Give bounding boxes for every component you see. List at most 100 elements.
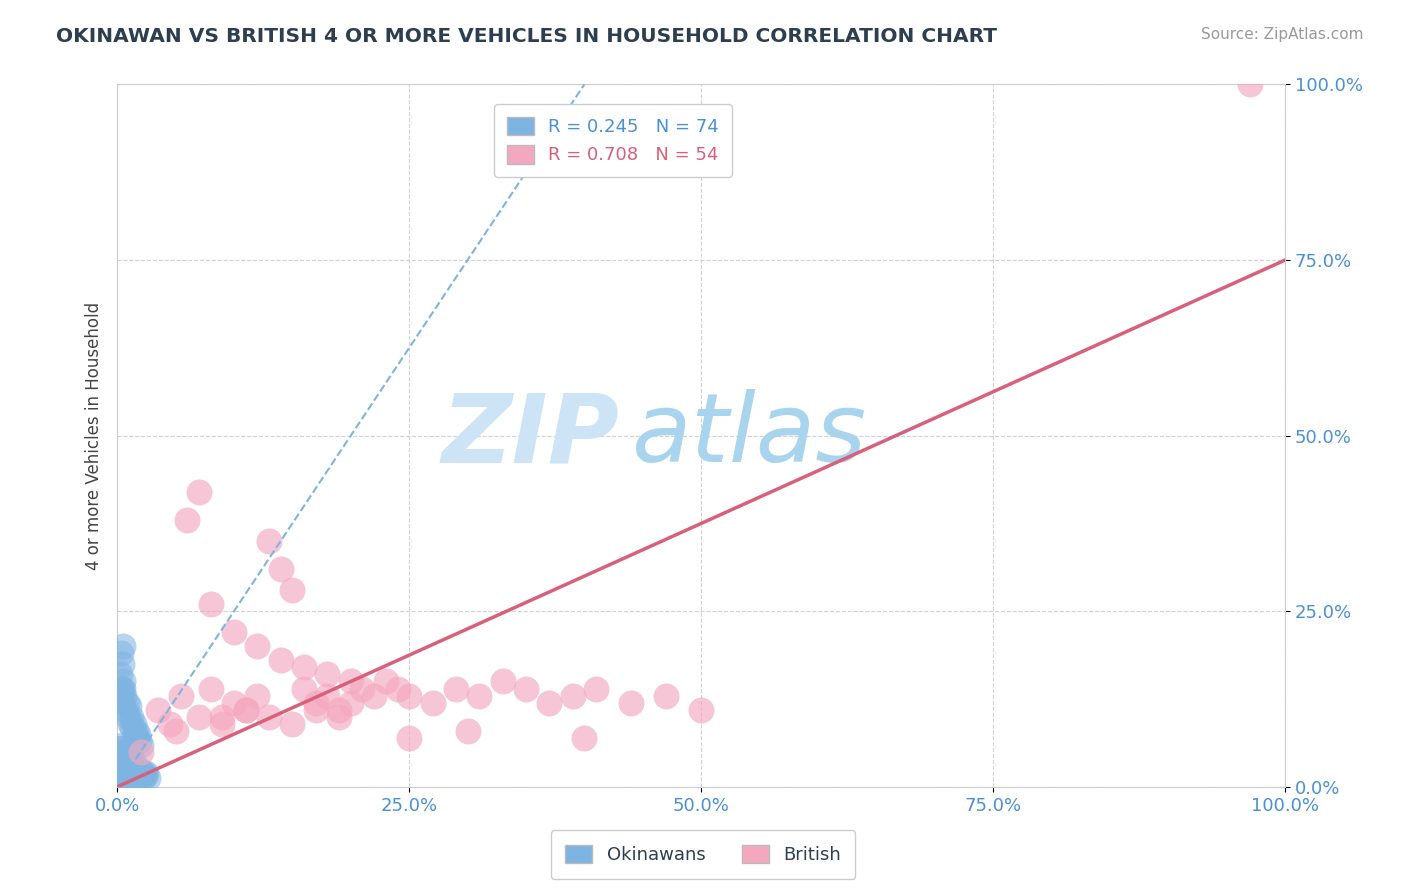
Point <box>110 646 132 660</box>
Point <box>112 640 135 654</box>
Point <box>120 709 142 723</box>
Text: OKINAWAN VS BRITISH 4 OR MORE VEHICLES IN HOUSEHOLD CORRELATION CHART: OKINAWAN VS BRITISH 4 OR MORE VEHICLES I… <box>56 27 997 45</box>
Point <box>134 769 156 783</box>
Point <box>115 765 138 780</box>
Point <box>398 689 420 703</box>
Point <box>363 689 385 703</box>
Point <box>115 696 138 710</box>
Point <box>131 768 153 782</box>
Point <box>111 657 134 671</box>
Point <box>305 696 328 710</box>
Point <box>111 696 134 710</box>
Point <box>125 723 148 738</box>
Point <box>146 702 169 716</box>
Point <box>114 745 136 759</box>
Point <box>121 758 143 772</box>
Point <box>328 702 350 716</box>
Y-axis label: 4 or more Vehicles in Household: 4 or more Vehicles in Household <box>86 301 103 570</box>
Point <box>121 720 143 734</box>
Point <box>257 534 280 549</box>
Point <box>112 741 135 756</box>
Point <box>292 660 315 674</box>
Point <box>118 767 141 781</box>
Point <box>115 769 138 783</box>
Point <box>118 769 141 783</box>
Point <box>127 762 149 776</box>
Point <box>127 727 149 741</box>
Point <box>112 762 135 776</box>
Point <box>222 625 245 640</box>
Point <box>187 709 209 723</box>
Point <box>246 640 269 654</box>
Text: Source: ZipAtlas.com: Source: ZipAtlas.com <box>1201 27 1364 42</box>
Legend: R = 0.245   N = 74, R = 0.708   N = 54: R = 0.245 N = 74, R = 0.708 N = 54 <box>494 104 731 177</box>
Point <box>112 674 135 689</box>
Point <box>235 702 257 716</box>
Point <box>118 764 141 778</box>
Point <box>114 772 136 787</box>
Point <box>281 583 304 598</box>
Point <box>122 765 145 780</box>
Point <box>585 681 607 696</box>
Point <box>110 741 132 756</box>
Point <box>122 769 145 783</box>
Point <box>211 709 233 723</box>
Point <box>316 667 339 681</box>
Point <box>117 765 139 780</box>
Point <box>118 756 141 770</box>
Point <box>111 681 134 696</box>
Point <box>200 597 222 611</box>
Point <box>491 674 513 689</box>
Point <box>1239 78 1261 92</box>
Point <box>112 762 135 776</box>
Point <box>515 681 537 696</box>
Point <box>165 723 187 738</box>
Point <box>468 689 491 703</box>
Point <box>110 769 132 783</box>
Point <box>118 699 141 714</box>
Point <box>387 681 409 696</box>
Point <box>170 689 193 703</box>
Point <box>112 767 135 781</box>
Point <box>132 765 155 780</box>
Text: atlas: atlas <box>631 389 866 483</box>
Point <box>110 685 132 699</box>
Point <box>187 484 209 499</box>
Point <box>125 731 148 745</box>
Point <box>328 709 350 723</box>
Point <box>117 771 139 785</box>
Point <box>108 667 131 681</box>
Point <box>118 716 141 731</box>
Point <box>115 748 138 763</box>
Point <box>114 767 136 781</box>
Point <box>211 716 233 731</box>
Point <box>292 681 315 696</box>
Point <box>122 716 145 731</box>
Point <box>159 716 181 731</box>
Point <box>655 689 678 703</box>
Point <box>115 765 138 780</box>
Point <box>444 681 467 696</box>
Point <box>120 752 142 766</box>
Point <box>117 752 139 766</box>
Point <box>128 734 150 748</box>
Point <box>125 769 148 783</box>
Point <box>235 702 257 716</box>
Point <box>112 681 135 696</box>
Point <box>114 702 136 716</box>
Point <box>339 674 361 689</box>
Point <box>305 702 328 716</box>
Point <box>112 764 135 779</box>
Point <box>111 765 134 780</box>
Point <box>124 766 146 780</box>
Point <box>122 756 145 770</box>
Point <box>398 731 420 745</box>
Legend: Okinawans, British: Okinawans, British <box>551 830 855 879</box>
Point <box>129 738 152 752</box>
Point <box>117 709 139 723</box>
Point <box>128 769 150 783</box>
Point <box>690 702 713 716</box>
Point <box>200 681 222 696</box>
Point <box>270 653 292 667</box>
Point <box>136 771 159 785</box>
